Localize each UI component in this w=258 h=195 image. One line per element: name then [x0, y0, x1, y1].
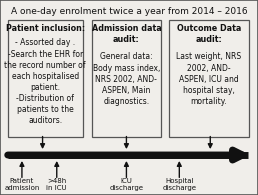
Text: ICU
discharge: ICU discharge — [109, 178, 143, 191]
Text: - Assorted day .
-Search the EHR for
the record number of
each hospitalised
pati: - Assorted day . -Search the EHR for the… — [4, 38, 86, 125]
FancyBboxPatch shape — [169, 20, 249, 136]
FancyBboxPatch shape — [92, 20, 161, 136]
Text: >48h
in ICU: >48h in ICU — [46, 178, 67, 191]
Text: General data:
Body mass index,
NRS 2002, AND-
ASPEN, Main
diagnostics.: General data: Body mass index, NRS 2002,… — [93, 52, 160, 106]
FancyBboxPatch shape — [8, 20, 83, 136]
Text: A one-day enrolment twice a year from 2014 – 2016: A one-day enrolment twice a year from 20… — [11, 7, 247, 16]
Text: Admission data
audit:: Admission data audit: — [92, 24, 161, 44]
Text: Hospital
discharge: Hospital discharge — [162, 178, 196, 191]
Text: Patient
admission: Patient admission — [4, 178, 40, 191]
Text: Patient inclusion:: Patient inclusion: — [6, 24, 85, 33]
Text: Last weight, NRS
2002, AND-
ASPEN, ICU and
hospital stay,
mortality.: Last weight, NRS 2002, AND- ASPEN, ICU a… — [176, 52, 241, 106]
Text: Outcome Data
audit:: Outcome Data audit: — [177, 24, 241, 44]
